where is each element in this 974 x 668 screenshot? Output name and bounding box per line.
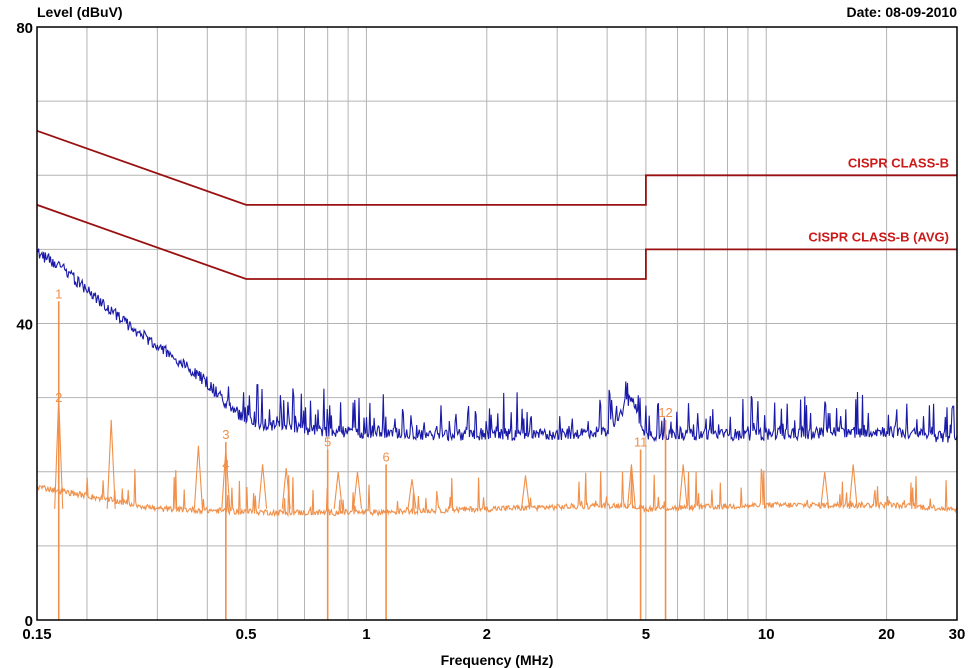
marker-label: 11	[634, 435, 648, 450]
marker-label: 2	[55, 390, 62, 405]
x-tick-label: 0.15	[22, 626, 51, 643]
grid	[37, 27, 957, 620]
x-tick-label: 1	[362, 626, 370, 643]
limit-line-class-b	[36, 129, 957, 206]
harmonic-peak	[258, 464, 268, 509]
harmonic-peak	[678, 464, 688, 509]
x-tick-label: 5	[642, 626, 650, 643]
marker-label: 6	[382, 449, 389, 464]
average-spectrum-trace	[36, 467, 958, 518]
harmonic-peak	[407, 479, 417, 509]
x-tick-label: 0.5	[236, 626, 257, 643]
marker-label: 3	[222, 427, 229, 442]
limit-line-class-b-avg	[36, 204, 957, 280]
plot-frame	[36, 26, 958, 621]
y-tick-label: 80	[16, 20, 33, 37]
harmonic-peak	[281, 467, 291, 509]
limit-annotations: CISPR CLASS-B CISPR CLASS-B (AVG)	[808, 155, 949, 244]
peak-spectrum-trace	[37, 248, 958, 443]
x-tick-label: 30	[949, 626, 966, 643]
harmonic-peak	[848, 464, 858, 509]
annotation-class-b: CISPR CLASS-B	[848, 155, 949, 170]
y-tick-label: 40	[16, 317, 33, 334]
harmonic-peak	[333, 471, 343, 509]
series-layer	[36, 129, 958, 518]
annotation-class-b-avg: CISPR CLASS-B (AVG)	[808, 229, 949, 244]
x-axis-label: Frequency (MHz)	[441, 652, 554, 668]
harmonic-peak	[106, 419, 116, 509]
marker-label: 5	[324, 435, 331, 450]
harmonic-peak	[352, 471, 363, 509]
harmonic-peak	[193, 445, 203, 509]
date-label: Date: 08-09-2010	[846, 4, 957, 20]
marker-label: 4	[222, 457, 229, 472]
harmonic-peak	[520, 475, 531, 509]
y-axis-label: Level (dBuV)	[37, 4, 123, 20]
harmonic-peak	[626, 464, 636, 509]
marker-label: 12	[658, 405, 672, 420]
x-tick-label: 2	[483, 626, 491, 643]
harmonic-peak	[820, 471, 830, 509]
x-tick-label: 10	[758, 626, 775, 643]
marker-label: 1	[55, 286, 62, 301]
x-tick-label: 20	[878, 626, 895, 643]
y-tick-label: 0	[25, 613, 33, 630]
